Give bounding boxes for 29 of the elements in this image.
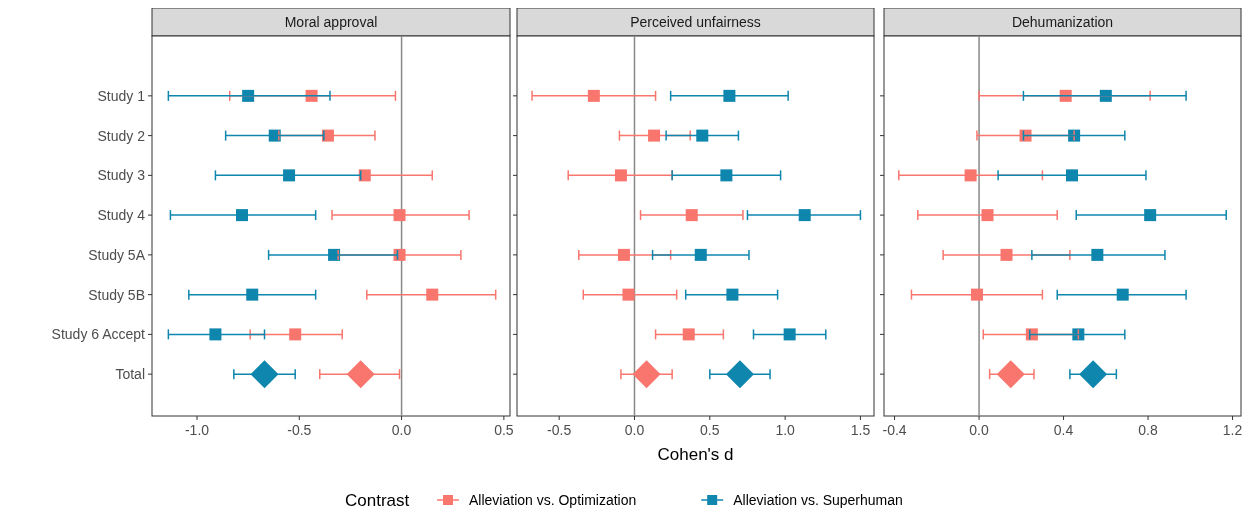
y-tick-label: Total [115,366,145,383]
y-tick-label: Study 5A [88,246,146,263]
legend-label: Alleviation vs. Superhuman [733,492,903,508]
legend-label: Alleviation vs. Optimization [469,492,637,508]
chart-title: Dehumanization [1011,14,1114,30]
y-tick-label: Study 6 Accept [51,326,146,343]
x-tick-label: 1.2 [1222,422,1243,438]
x-tick-label: -0.5 [287,422,312,438]
y-tick-label: Study 4 [97,207,146,224]
x-tick-label: 0.0 [624,422,645,438]
y-tick-label: Study 5B [88,286,145,303]
x-tick-label: 1.5 [850,422,871,438]
x-tick-label: -1.0 [184,422,210,438]
x-tick-label: -0.4 [882,422,907,438]
x-tick-label: 0.5 [700,422,720,438]
y-tick-label: Study 1 [97,87,146,104]
y-tick-label: Study 3 [97,167,146,184]
x-tick-label: 0.4 [1053,422,1074,438]
x-tick-label: -0.5 [547,422,572,438]
x-tick-label: 0.0 [969,422,989,438]
y-tick-label: Study 2 [97,127,146,144]
x-tick-label: 1.0 [775,422,796,438]
x-axis-title: Cohen's d [657,445,734,464]
x-tick-label: 0.8 [1138,422,1158,438]
legend-title: Contrast [345,491,410,510]
x-tick-label: 0.5 [494,422,514,438]
chart-title: Moral approval [284,14,378,30]
chart-title: Perceived unfairness [630,14,761,30]
x-tick-label: 0.0 [391,422,412,438]
